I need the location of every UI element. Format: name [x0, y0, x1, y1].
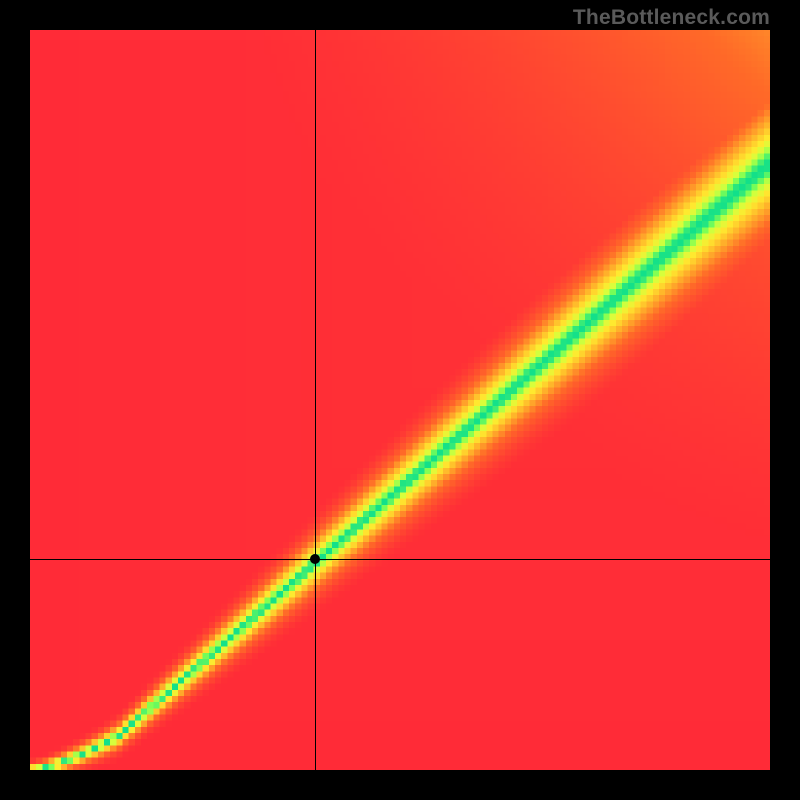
crosshair-marker	[310, 554, 320, 564]
heatmap-canvas	[30, 30, 770, 770]
crosshair-vertical	[315, 30, 316, 770]
heatmap-plot-area	[30, 30, 770, 770]
crosshair-horizontal	[30, 559, 770, 560]
watermark-text: TheBottleneck.com	[573, 6, 770, 30]
